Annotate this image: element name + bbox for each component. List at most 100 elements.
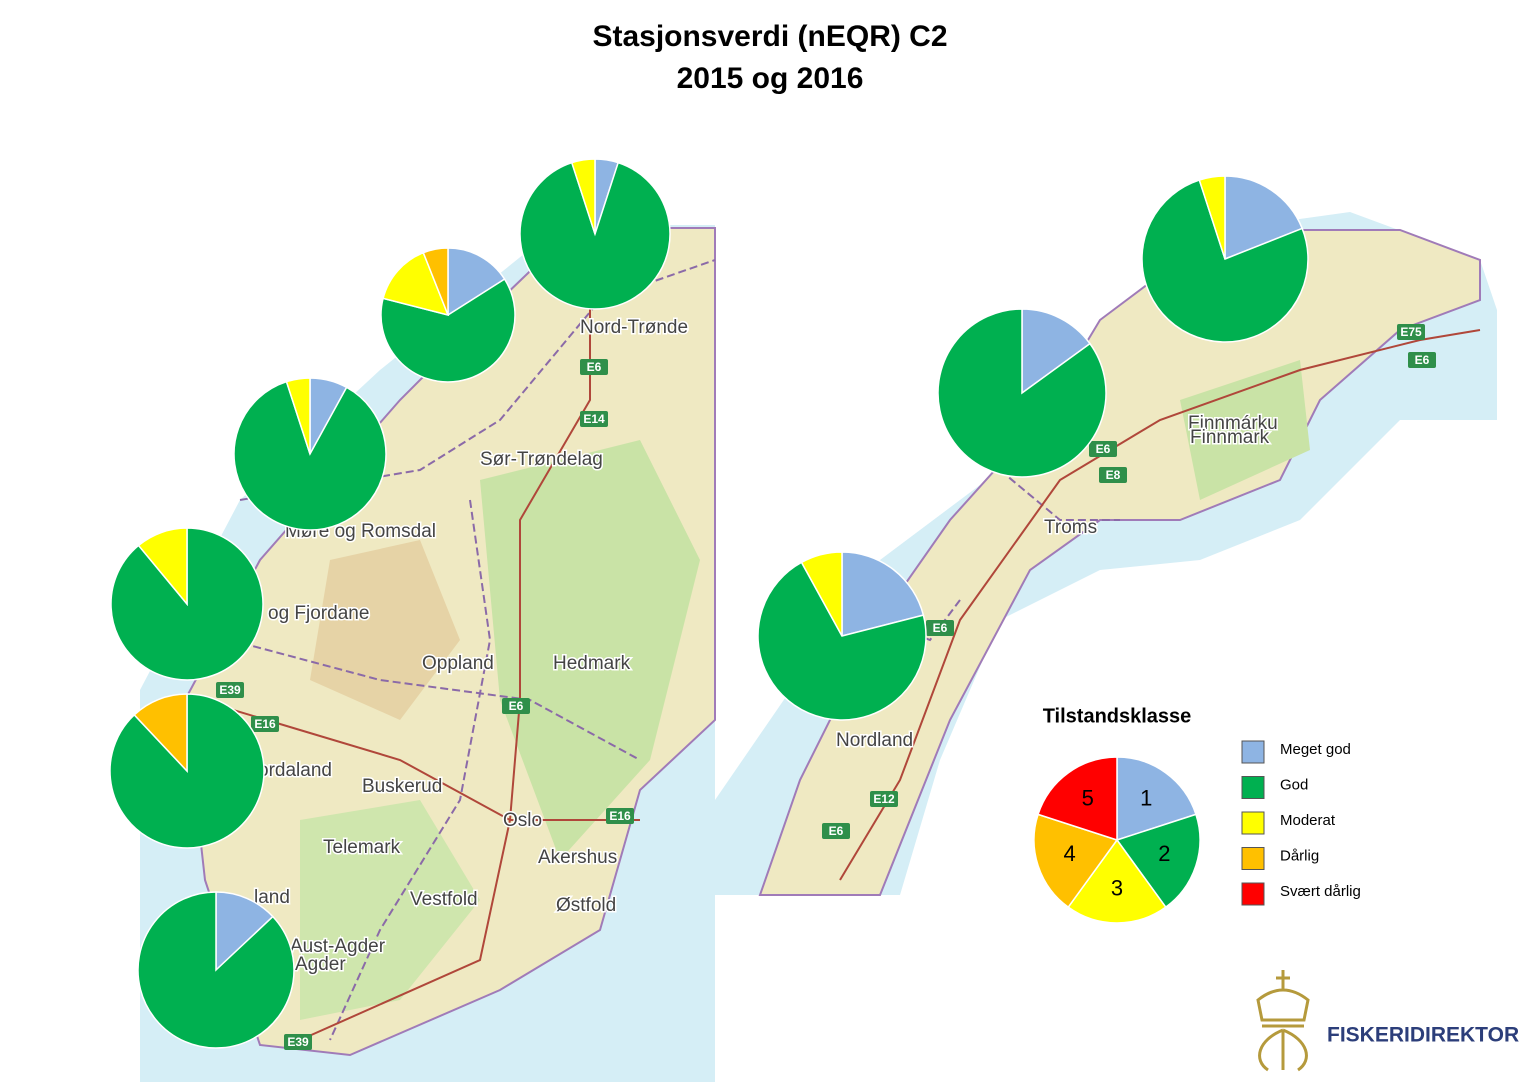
pie-slice: [233, 380, 387, 531]
logo-text: FISKERIDIREKTORATET: [1327, 1024, 1519, 1047]
forest: [300, 800, 480, 1020]
pie-slice: [937, 308, 1107, 478]
pie-slice: [800, 551, 843, 637]
legend-swatch: [1241, 882, 1265, 906]
road-label: E39: [219, 683, 241, 697]
pie-slice: [1198, 175, 1226, 260]
road-sign: [1099, 467, 1127, 483]
place-label: Finnmark: [1190, 427, 1270, 448]
road-label: E16: [254, 717, 276, 731]
place-label: Troms: [1044, 517, 1097, 538]
pie-slice: [285, 377, 311, 455]
pie-slice: [570, 158, 596, 235]
road-sign: [606, 808, 634, 824]
slice-label: 1: [1140, 786, 1152, 811]
pie-slice: [841, 551, 925, 637]
pie-slice: [1141, 179, 1309, 343]
pie-slice: [1037, 756, 1118, 842]
pie-slice: [380, 278, 516, 383]
road-label: E6: [933, 621, 948, 635]
border: [999, 469, 1120, 521]
pie-slice: [1115, 813, 1201, 909]
forest: [480, 440, 700, 860]
place-label: Akershus: [538, 847, 617, 868]
legend-label: God: [1280, 776, 1308, 793]
slice-label: 2: [1158, 841, 1170, 866]
border: [329, 499, 492, 1041]
logo-crown: [1256, 970, 1310, 1072]
north-map: [715, 212, 1497, 896]
road-sign: [1408, 352, 1436, 368]
legend-label: Moderat: [1280, 812, 1336, 829]
place-label: Agder: [295, 954, 346, 975]
place-label: Telemark: [323, 837, 401, 858]
place-label: Buskerud: [362, 776, 442, 797]
place-label: Oppland: [422, 653, 494, 674]
pie-slice: [1224, 175, 1304, 261]
place-label: Finnmárku: [1188, 413, 1278, 434]
slice-label: 4: [1064, 841, 1076, 866]
subtitle: 2015 og 2016: [677, 62, 864, 95]
legend-title: Tilstandsklasse: [1043, 705, 1192, 727]
road-sign: [502, 698, 530, 714]
logo: FISKERIDIREKTORATET: [1256, 970, 1519, 1072]
road-sign: [1397, 324, 1425, 340]
title: Stasjonsverdi (nEQR) C2: [592, 20, 947, 53]
road-label: E6: [1415, 353, 1430, 367]
road-label: E12: [873, 792, 895, 806]
pie-slice: [519, 161, 671, 310]
road-label: E14: [583, 412, 605, 426]
road-label: E75: [1400, 325, 1422, 339]
road-sign: [284, 1034, 312, 1050]
pie-slice: [757, 561, 927, 721]
road-label: E6: [829, 824, 844, 838]
road-label: E6: [509, 699, 524, 713]
pie-slice: [137, 891, 295, 1049]
place-label: Oslo: [503, 810, 542, 831]
legend-swatch: [1241, 811, 1265, 835]
slice-label: 5: [1082, 786, 1094, 811]
place-label: Vestfold: [410, 889, 478, 910]
forest: [1180, 360, 1310, 500]
road-sign: [251, 716, 279, 732]
pie-slice: [1067, 838, 1167, 924]
place-label: ordaland: [258, 760, 332, 781]
place-label: Nord-Trønde: [580, 317, 688, 338]
border: [229, 639, 641, 761]
road-sign: [870, 791, 898, 807]
road-sign: [580, 359, 608, 375]
pie-slice: [382, 251, 450, 317]
pie-slice: [1033, 813, 1119, 909]
road-sign: [580, 411, 608, 427]
road-label: E6: [587, 360, 602, 374]
legend-swatch: [1241, 776, 1265, 799]
pie-slice: [1116, 756, 1197, 842]
place-label: og Fjordane: [268, 603, 369, 624]
pie-slice: [447, 247, 506, 317]
legend-label: Meget god: [1280, 741, 1351, 758]
road-label: E16: [609, 809, 631, 823]
road-label: E39: [287, 1035, 309, 1049]
legend-label: Dårlig: [1280, 847, 1319, 864]
legend-swatch: [1241, 740, 1265, 764]
road-sign: [1089, 441, 1117, 457]
place-label: Aust-Agder: [290, 936, 386, 957]
place-label: Sør-Trøndelag: [480, 449, 603, 470]
pie-slice: [137, 527, 188, 607]
road-sign: [926, 620, 954, 636]
road-sign: [216, 682, 244, 698]
legend-swatch: [1241, 847, 1265, 870]
place-label: Nordland: [836, 730, 913, 751]
south-map: [140, 225, 716, 1082]
pie-slice: [422, 247, 449, 316]
place-label: Hedmark: [553, 653, 631, 674]
mountains: [310, 540, 460, 720]
road-sign: [822, 823, 850, 839]
place-label: Østfold: [556, 895, 616, 916]
legend-label: Svært dårlig: [1280, 883, 1361, 900]
pie-slice: [133, 693, 188, 773]
pie-slice: [1021, 308, 1092, 395]
road-label: E6: [1096, 442, 1111, 456]
slice-label: 3: [1111, 876, 1123, 901]
